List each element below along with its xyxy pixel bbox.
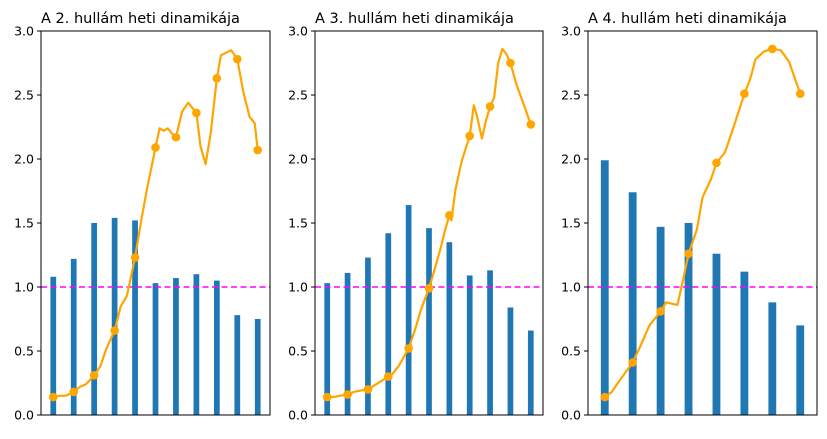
bar <box>50 276 57 415</box>
line-marker <box>465 131 475 141</box>
y-tick-label: 1.0 <box>14 280 34 295</box>
line-marker <box>151 143 160 152</box>
y-tick-label: 1.0 <box>561 280 581 295</box>
line-marker <box>684 249 693 259</box>
axes-frame <box>587 30 818 416</box>
line-marker <box>192 108 201 118</box>
bar <box>365 257 371 415</box>
y-tick-label: 2.0 <box>561 152 581 167</box>
chart-panel-2: 0.0 0.5 1.0 1.5 2.0 2.5 3.0 A 3. hullám heti di… <box>288 11 544 423</box>
y-tick-label: 3.0 <box>561 24 581 39</box>
line-marker <box>171 132 181 142</box>
bar <box>527 330 534 415</box>
y-tick-label: 2.5 <box>14 88 34 103</box>
y-tick-label: 1.0 <box>288 280 308 295</box>
line-marker <box>322 392 332 402</box>
bar <box>684 223 693 415</box>
bar <box>234 315 241 415</box>
line-marker <box>795 89 805 99</box>
bar <box>254 319 261 415</box>
line-marker <box>526 120 536 129</box>
y-tick-label: 0.0 <box>561 408 581 423</box>
bar <box>507 307 514 415</box>
bar <box>426 228 432 415</box>
bar <box>712 253 721 415</box>
bar <box>740 271 749 415</box>
line-marker <box>253 145 263 155</box>
line-marker <box>232 54 242 64</box>
y-tick-label: 2.0 <box>14 152 34 167</box>
y-tick-label: 0.5 <box>561 344 581 359</box>
bar <box>152 283 159 415</box>
line-marker <box>445 211 454 220</box>
line-marker <box>48 392 58 402</box>
line-marker <box>404 344 413 353</box>
line-marker <box>383 372 393 381</box>
y-tick-label: 0.0 <box>288 408 308 423</box>
bar <box>91 223 98 415</box>
series-line <box>603 47 802 399</box>
y-tick-label: 1.5 <box>288 216 308 231</box>
chart-title: A 2. hullám heti dinamikája <box>41 11 240 27</box>
line-marker <box>69 387 79 397</box>
bar <box>768 302 777 415</box>
line-marker <box>506 58 515 68</box>
y-tick-label: 2.0 <box>288 152 308 167</box>
line-marker <box>363 385 373 394</box>
line-marker <box>628 358 637 367</box>
line-marker <box>768 44 777 54</box>
line-marker <box>485 102 495 111</box>
y-tick-label: 3.0 <box>14 24 34 39</box>
bar <box>487 270 493 415</box>
line-marker <box>212 74 222 83</box>
bar <box>213 280 220 415</box>
y-tick-label: 0.0 <box>14 408 34 423</box>
line-marker <box>130 253 140 262</box>
bar <box>628 192 637 415</box>
y-tick-label: 0.5 <box>14 344 34 359</box>
bar <box>600 160 609 415</box>
bar <box>385 233 392 415</box>
bar <box>405 205 412 415</box>
bar <box>132 220 138 415</box>
chart-title: A 3. hullám heti dinamikája <box>315 11 514 27</box>
y-tick-label: 0.5 <box>288 344 308 359</box>
bar <box>446 242 453 415</box>
bar <box>70 258 77 415</box>
chart-panel-1: 0.0 0.5 1.0 1.5 2.0 2.5 3.0 A 2. hullám heti di… <box>14 11 271 423</box>
bar <box>173 278 179 415</box>
line-marker <box>656 307 665 316</box>
chart-title: A 4. hullám heti dinamikája <box>588 11 787 27</box>
bar <box>656 226 665 415</box>
bar <box>324 283 331 415</box>
y-tick-label: 1.5 <box>561 216 581 231</box>
y-tick-label: 2.5 <box>288 88 308 103</box>
bar <box>466 275 473 415</box>
bar <box>193 274 200 415</box>
bar <box>111 217 118 415</box>
line-marker <box>424 283 434 293</box>
line-marker <box>89 371 99 380</box>
line-marker <box>712 158 721 168</box>
y-tick-label: 2.5 <box>561 88 581 103</box>
line-marker <box>110 326 119 335</box>
line-marker <box>600 392 610 402</box>
y-tick-label: 1.5 <box>14 216 34 231</box>
bar <box>796 325 805 415</box>
chart-panel-3: 0.0 0.5 1.0 1.5 2.0 2.5 3.0 A 4. hullám heti di… <box>561 11 818 423</box>
bar <box>344 272 351 415</box>
y-tick-label: 3.0 <box>288 24 308 39</box>
line-marker <box>343 390 352 399</box>
line-marker <box>740 89 749 99</box>
